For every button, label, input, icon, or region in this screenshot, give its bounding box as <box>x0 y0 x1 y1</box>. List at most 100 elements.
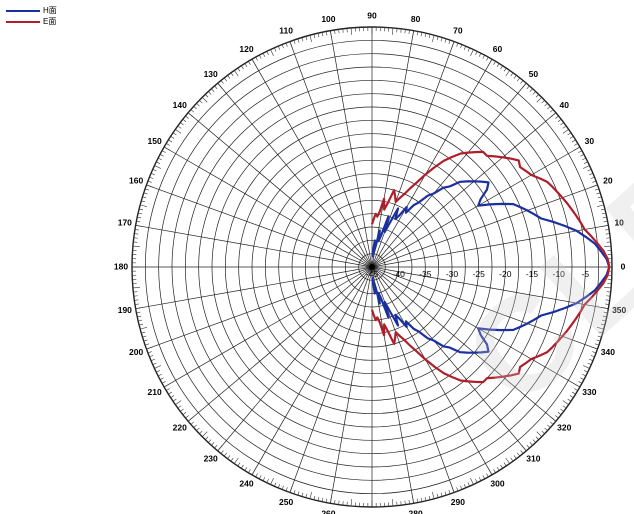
rim-tick <box>159 377 164 380</box>
rim-tick <box>180 122 184 126</box>
rim-tick <box>140 204 148 207</box>
rim-tick <box>244 63 248 68</box>
rim-tick <box>136 311 141 314</box>
rim-tick <box>526 444 530 449</box>
rim-tick <box>597 335 602 338</box>
rim-tick <box>587 362 592 365</box>
radial-label: -10 <box>553 269 566 279</box>
rim-tick <box>488 468 493 475</box>
angle-label: 90 <box>367 10 377 20</box>
rim-tick <box>166 388 170 391</box>
angle-label: 60 <box>493 44 503 54</box>
rim-tick <box>202 431 208 437</box>
rim-tick <box>503 462 507 467</box>
rim-tick <box>305 36 308 41</box>
rim-tick <box>158 373 162 377</box>
rim-tick <box>289 485 293 493</box>
rim-tick <box>505 457 510 464</box>
rim-tick <box>592 351 597 354</box>
rim-tick <box>510 457 514 462</box>
rim-tick <box>158 157 162 161</box>
rim-tick <box>604 245 612 247</box>
grid-spoke <box>163 146 373 268</box>
series-line-h-upper <box>371 180 611 268</box>
rim-tick <box>602 315 607 318</box>
rim-tick <box>313 495 316 500</box>
rim-tick <box>544 427 548 431</box>
rim-tick <box>550 416 557 422</box>
rim-tick <box>227 75 231 79</box>
rim-tick <box>159 154 164 157</box>
radial-label: -25 <box>473 269 486 279</box>
grid-spoke <box>371 30 415 268</box>
rim-tick <box>139 323 144 326</box>
rim-tick <box>590 346 598 350</box>
rim-tick <box>601 225 609 227</box>
rim-tick <box>266 478 269 483</box>
rim-tick <box>277 484 281 489</box>
rim-tick <box>334 29 336 34</box>
rim-tick <box>255 473 258 478</box>
rim-tick <box>170 395 175 398</box>
rim-tick <box>392 27 394 35</box>
grid-spoke <box>187 112 373 268</box>
rim-tick <box>444 491 447 496</box>
rim-tick <box>560 408 564 412</box>
legend: H面 E面 <box>6 5 57 27</box>
grid-spoke <box>146 266 373 350</box>
rim-tick <box>321 497 324 502</box>
rim-tick <box>175 400 182 405</box>
rim-tick <box>177 405 182 409</box>
rim-tick <box>560 122 564 126</box>
rim-tick <box>309 35 312 43</box>
rim-tick <box>486 473 489 478</box>
rim-tick <box>451 485 455 493</box>
rim-tick <box>146 346 154 350</box>
rim-tick <box>196 103 200 107</box>
rim-tick <box>334 500 336 505</box>
rim-tick <box>460 44 463 49</box>
rim-tick <box>583 365 590 369</box>
angle-label: 280 <box>408 508 422 514</box>
rim-tick <box>132 287 140 289</box>
rim-tick <box>475 478 478 483</box>
angle-label: 270 <box>365 512 379 514</box>
rim-tick <box>475 51 478 56</box>
rim-tick <box>277 45 281 50</box>
rim-tick <box>510 72 514 77</box>
grid-spoke <box>251 266 373 476</box>
rim-tick <box>150 172 155 176</box>
rim-tick <box>580 377 585 380</box>
grid-spoke <box>329 30 373 268</box>
rim-tick <box>230 72 234 77</box>
angle-label: 160 <box>129 175 143 185</box>
rim-tick <box>482 54 485 59</box>
rim-tick <box>583 165 590 169</box>
legend-swatch-h <box>6 9 40 12</box>
rim-tick <box>270 49 274 56</box>
grid-spoke <box>187 266 373 422</box>
rim-tick <box>142 335 147 338</box>
rim-tick <box>168 391 173 395</box>
grid-spoke <box>371 266 581 388</box>
rim-tick <box>574 143 578 146</box>
legend-label-h: H面 <box>43 6 57 15</box>
rim-tick <box>604 287 612 289</box>
rim-tick <box>590 184 598 188</box>
angle-label: 80 <box>411 14 421 24</box>
rim-tick <box>488 59 493 66</box>
rim-tick <box>132 245 140 247</box>
rim-tick <box>500 65 503 70</box>
rim-tick <box>412 496 414 504</box>
rim-tick <box>202 97 208 103</box>
rim-tick <box>496 466 500 471</box>
rim-tick <box>526 85 530 90</box>
rim-tick <box>214 444 218 449</box>
rim-tick <box>136 220 141 223</box>
rim-tick <box>557 412 562 415</box>
angle-label: 150 <box>148 136 162 146</box>
angle-label: 320 <box>557 423 571 433</box>
angle-label: 70 <box>453 25 463 35</box>
rim-tick <box>140 327 148 330</box>
rim-tick <box>208 439 212 443</box>
